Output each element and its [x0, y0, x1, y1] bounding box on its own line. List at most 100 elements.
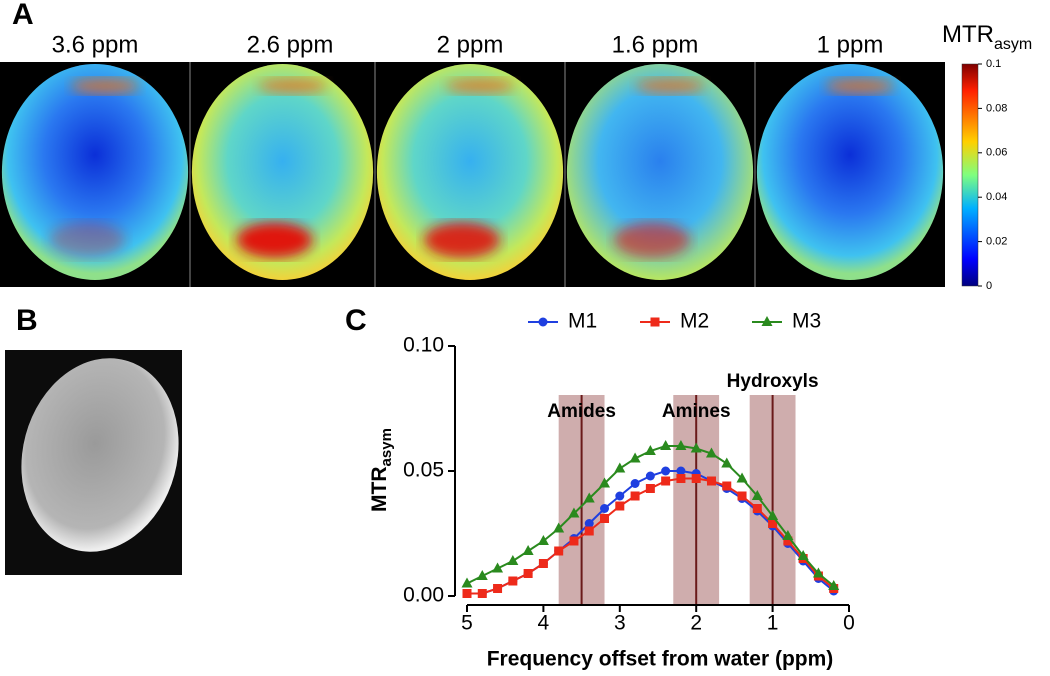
marker — [752, 504, 762, 513]
heatmap-tissue — [191, 64, 374, 280]
legend-marker — [761, 316, 773, 326]
marker — [675, 440, 687, 450]
marker — [523, 569, 533, 578]
heatmap-tissue — [1, 64, 189, 280]
legend-label: M3 — [792, 310, 821, 333]
heatmap-tissue — [756, 64, 944, 280]
heatmap-label: 2.6 ppm — [247, 31, 334, 58]
marker — [722, 481, 732, 491]
panel-label: B — [16, 304, 38, 337]
hot-spot — [49, 222, 125, 258]
colorbar-tick-label: 0 — [986, 280, 992, 292]
anatomical-image — [5, 350, 182, 575]
y-tick-label: 0.05 — [403, 459, 444, 482]
colorbar-tick-label: 0.1 — [986, 58, 1001, 70]
marker — [600, 514, 610, 523]
marker — [736, 472, 748, 483]
region-label: Amides — [547, 401, 616, 422]
colorbar-title-sub: asym — [994, 36, 1032, 53]
marker — [614, 462, 626, 473]
anatomy — [21, 358, 179, 552]
x-tick-label: 3 — [614, 612, 626, 635]
region-label: Amines — [662, 401, 731, 422]
marker — [493, 584, 503, 593]
marker — [462, 589, 472, 598]
marker — [768, 519, 778, 528]
colorbar — [961, 63, 979, 287]
marker — [630, 491, 640, 501]
heatmap-label: 1 ppm — [817, 31, 884, 58]
marker — [507, 555, 519, 565]
heatmap-label: 2 ppm — [437, 31, 504, 58]
hot-spot — [826, 78, 894, 94]
legend-label: M2 — [680, 310, 709, 333]
marker — [706, 476, 716, 486]
hot-spot — [636, 78, 704, 94]
colorbar-title-main: MTR — [942, 21, 994, 48]
marker — [461, 577, 473, 588]
colorbar-tick-label: 0.04 — [986, 191, 1007, 203]
marker — [644, 445, 656, 455]
marker — [554, 546, 564, 556]
marker — [569, 536, 579, 546]
marker — [538, 559, 548, 568]
marker — [676, 466, 686, 476]
legend-marker — [650, 317, 660, 327]
y-tick-label: 0.00 — [403, 584, 444, 607]
heatmap-tissue — [376, 64, 564, 280]
x-tick-label: 5 — [461, 612, 473, 635]
marker — [828, 580, 840, 590]
colorbar-title: MTRasym — [942, 21, 1032, 53]
marker — [553, 522, 565, 533]
marker — [767, 510, 779, 520]
marker — [690, 442, 702, 453]
panel-label: C — [345, 304, 367, 337]
x-tick-label: 4 — [538, 612, 550, 635]
marker — [783, 536, 793, 546]
hot-spot — [236, 222, 313, 258]
marker — [615, 491, 625, 501]
marker — [751, 490, 763, 500]
marker — [600, 504, 610, 513]
marker — [584, 519, 594, 528]
hot-spot — [424, 222, 500, 258]
marker — [583, 492, 595, 503]
colorbar-tick-label: 0.08 — [986, 102, 1007, 114]
marker — [629, 452, 641, 463]
marker — [661, 476, 671, 486]
marker — [737, 491, 747, 501]
colorbar-tick-label: 0.06 — [986, 147, 1007, 159]
marker — [477, 589, 487, 598]
legend-marker — [538, 317, 548, 327]
marker — [797, 550, 809, 560]
marker — [615, 501, 625, 511]
hot-spot — [446, 78, 514, 94]
hot-spot — [71, 78, 139, 94]
y-tick-label: 0.10 — [403, 334, 444, 357]
legend-label: M1 — [568, 310, 597, 333]
hot-spot — [614, 222, 690, 258]
x-tick-label: 0 — [843, 612, 855, 635]
x-axis-title: Frequency offset from water (ppm) — [487, 648, 834, 671]
marker — [599, 477, 611, 488]
marker — [705, 447, 717, 458]
region-label: Hydroxyls — [727, 371, 819, 392]
heatmap-strip — [0, 62, 945, 287]
panel-label: A — [12, 0, 34, 31]
y-axis-title-sub: asym — [378, 428, 395, 466]
marker — [812, 567, 824, 578]
marker — [476, 570, 488, 580]
marker — [661, 466, 671, 476]
y-axis-title: MTRasym — [368, 428, 395, 512]
heatmap-label: 3.6 ppm — [52, 31, 139, 58]
marker — [660, 440, 672, 450]
marker — [645, 484, 655, 493]
heatmap-label: 1.6 ppm — [612, 31, 699, 58]
marker — [522, 545, 534, 555]
x-tick-label: 2 — [690, 612, 702, 635]
marker — [568, 507, 580, 518]
marker — [721, 457, 733, 468]
marker — [630, 479, 640, 488]
marker — [508, 576, 518, 586]
